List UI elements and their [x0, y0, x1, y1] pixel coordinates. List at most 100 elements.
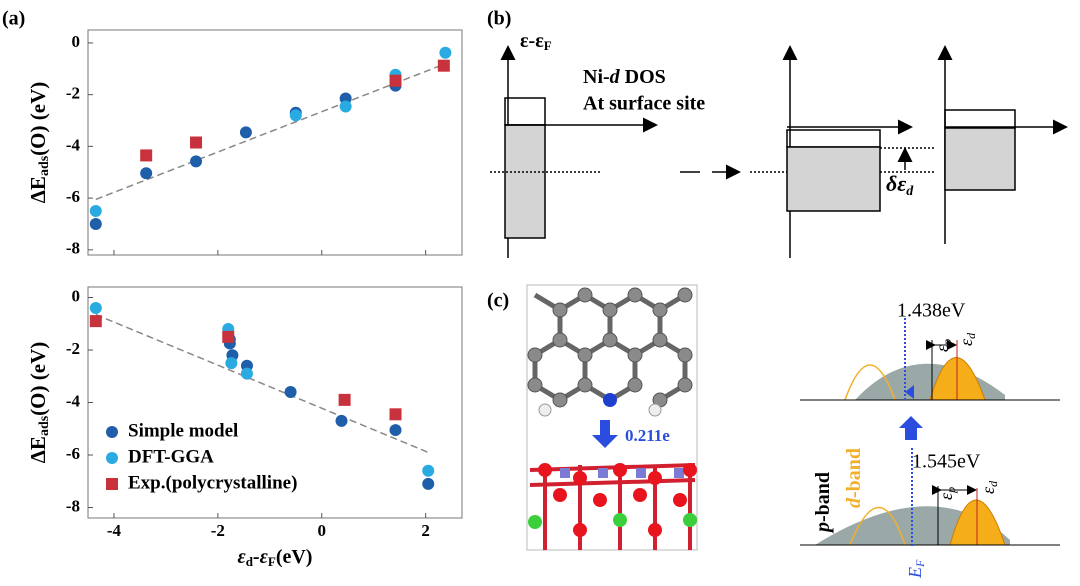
- eps-p: εp: [932, 339, 954, 352]
- point: [222, 330, 235, 343]
- x-axis-label-part: d: [246, 554, 254, 569]
- eps-d: εd: [978, 480, 1000, 494]
- carbon-atoms: [527, 287, 693, 408]
- nitrogen-atom: [603, 393, 617, 407]
- y-tick-label: 0: [72, 286, 81, 305]
- band-diagram-bottom: 1.545eV εp εd EF p-band d-band: [800, 448, 1060, 579]
- y-tick-label: -6: [66, 187, 80, 206]
- point: [284, 386, 297, 398]
- point: [140, 149, 153, 162]
- charts: 0-2-4-6-8(a)ΔEads(O) (eV)0-2-4-6-8-4 -2 0 2…: [2, 8, 463, 569]
- fit-line: [95, 61, 450, 201]
- point: [338, 393, 351, 406]
- fit-line: [95, 313, 429, 454]
- y-axis-label: ΔEads(O) (eV): [26, 342, 52, 463]
- point: [389, 424, 402, 437]
- y-tick-label: 0: [72, 32, 81, 51]
- legend-marker: [106, 452, 118, 464]
- point: [89, 205, 102, 218]
- x-axis-label-part: -ε: [253, 546, 269, 568]
- y-axis-label: ΔEads(O) (eV): [26, 82, 52, 203]
- panel-b: (b) ε-εF Ni-d DOS At surface site δεd: [487, 8, 1068, 258]
- point: [289, 109, 302, 122]
- point: [339, 100, 352, 113]
- metal-atoms: [560, 468, 684, 478]
- eps-d: εd: [956, 332, 978, 346]
- x-axis-label-part: ε: [238, 546, 247, 568]
- d-band-outline: [844, 364, 896, 401]
- y-axis-label-part: (O) (eV): [26, 342, 50, 416]
- band-empty: [504, 97, 546, 126]
- point: [389, 74, 402, 87]
- band-filled: [944, 127, 1016, 191]
- shift-arrow: [905, 385, 914, 399]
- point: [190, 136, 203, 149]
- panel-c: (c) 0.211e: [487, 284, 1060, 579]
- y-tick-label: -8: [66, 239, 80, 258]
- x-tick-label: 2: [421, 521, 430, 540]
- chart: 0 -2 -4 -6 -8 (a) ΔEads(O) (eV): [2, 8, 463, 258]
- legend-label: Simple model: [128, 420, 238, 441]
- point: [89, 217, 102, 230]
- dos-label: Ni-d DOS: [583, 66, 666, 88]
- y-axis-label-part: ΔE: [26, 436, 50, 463]
- y-axis-label-part: ads: [37, 415, 52, 436]
- point: [335, 414, 348, 427]
- oxygen-atoms: [538, 463, 697, 537]
- d-band-outline: [849, 506, 906, 546]
- p-band-label: p-band: [812, 472, 834, 534]
- panel-label: (a): [2, 8, 25, 30]
- fermi-label: EF: [905, 559, 927, 579]
- site-label: At surface site: [583, 93, 705, 115]
- legend-label: DFT-GGA: [128, 446, 214, 467]
- point: [389, 408, 402, 421]
- point: [422, 477, 435, 490]
- band-filled: [504, 124, 546, 239]
- hydrogen-atom: [538, 403, 552, 417]
- hydrogen-atom: [648, 403, 662, 417]
- point: [422, 464, 435, 477]
- charge-arrow: [592, 420, 618, 448]
- plot-frame: [87, 29, 463, 256]
- x-axis-label-part: F: [268, 554, 276, 569]
- point: [239, 126, 252, 139]
- charge-label: 0.211e: [625, 426, 670, 445]
- y-axis-label-part: ads: [37, 155, 52, 176]
- eps-p: εp: [936, 487, 958, 500]
- gap-label: 1.545eV: [912, 451, 981, 473]
- band-empty: [944, 109, 1016, 129]
- y-tick-label: -2: [66, 339, 80, 358]
- band-filled: [786, 146, 881, 212]
- y-axis-label-part: (O) (eV): [26, 82, 50, 156]
- band-diagram-top: 1.438eV εp εd: [800, 300, 1060, 401]
- gap-label: 1.438eV: [897, 300, 966, 322]
- point: [225, 357, 238, 370]
- x-axis-label: εd-εF(eV): [238, 546, 313, 569]
- x-tick-label: -2: [211, 521, 225, 540]
- legend-label: Exp.(polycrystalline): [128, 472, 297, 493]
- point: [190, 155, 203, 168]
- x-axis-label-part: (eV): [276, 546, 313, 568]
- shift-label: δεd: [886, 171, 914, 199]
- x-tick-label: -4: [107, 521, 122, 540]
- y-tick-label: -2: [66, 84, 80, 103]
- legend-marker: [106, 426, 118, 438]
- axis-label: ε-εF: [520, 30, 552, 53]
- y-axis-label-part: ΔE: [26, 176, 50, 203]
- point: [437, 59, 450, 72]
- point: [89, 315, 102, 328]
- lithium-atoms: [528, 513, 697, 529]
- panel-label: (b): [487, 8, 511, 30]
- y-tick-label: -4: [66, 391, 81, 410]
- y-tick-label: -6: [66, 444, 80, 463]
- point: [140, 167, 153, 180]
- change-arrow: [899, 416, 923, 440]
- panel-label: (c): [487, 290, 509, 312]
- chart: 0 -2 -4 -6 -8 -4 -2 0 2 Simple model DFT-GGA Exp.(p…: [26, 286, 463, 569]
- point: [439, 46, 452, 59]
- y-tick-label: -4: [66, 135, 81, 154]
- x-tick-label: 0: [318, 521, 327, 540]
- legend-marker: [106, 478, 118, 490]
- point: [89, 302, 102, 314]
